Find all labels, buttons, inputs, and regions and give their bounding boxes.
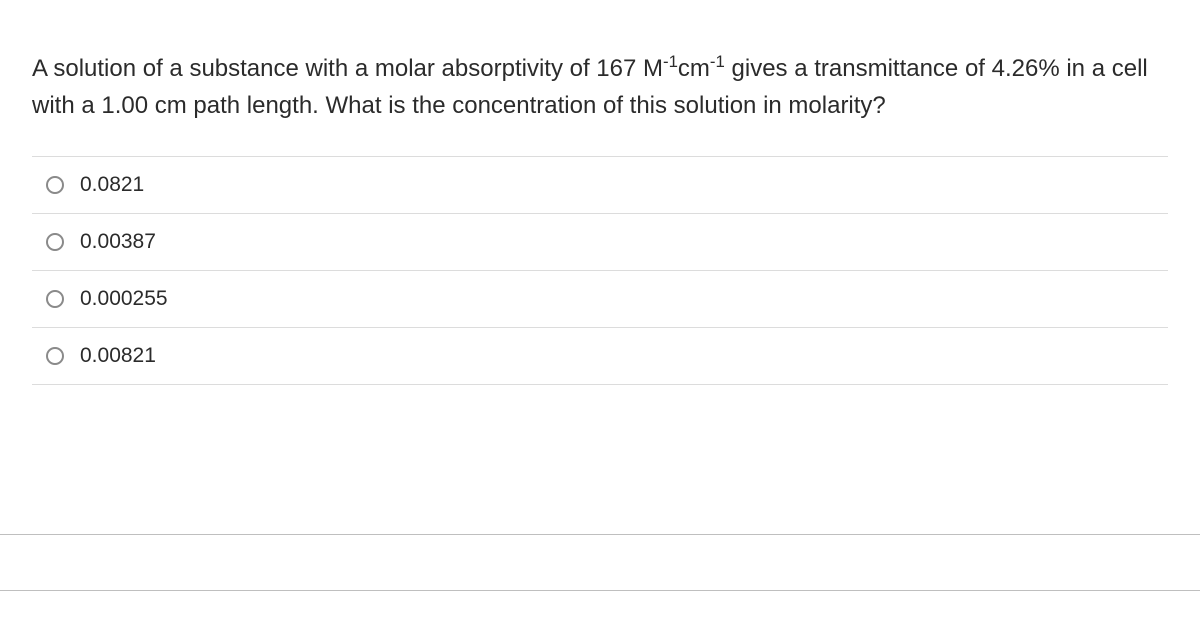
radio-icon: [46, 347, 64, 365]
option-2[interactable]: 0.00387: [32, 214, 1168, 271]
radio-icon: [46, 233, 64, 251]
question-sup-1: -1: [663, 52, 678, 71]
quiz-container: A solution of a substance with a molar a…: [0, 0, 1200, 621]
radio-icon: [46, 176, 64, 194]
options-list: 0.0821 0.00387 0.000255 0.00821: [32, 156, 1168, 385]
question-text: A solution of a substance with a molar a…: [32, 50, 1168, 124]
option-label: 0.000255: [80, 287, 168, 311]
option-label: 0.00387: [80, 230, 156, 254]
divider-line: [0, 590, 1200, 591]
option-1[interactable]: 0.0821: [32, 157, 1168, 214]
option-3[interactable]: 0.000255: [32, 271, 1168, 328]
option-label: 0.00821: [80, 344, 156, 368]
question-text-pre: A solution of a substance with a molar a…: [32, 55, 663, 82]
question-sup-2: -1: [710, 52, 725, 71]
radio-icon: [46, 290, 64, 308]
option-label: 0.0821: [80, 173, 144, 197]
divider-line: [0, 534, 1200, 535]
question-text-mid1: cm: [678, 55, 710, 82]
option-4[interactable]: 0.00821: [32, 328, 1168, 385]
